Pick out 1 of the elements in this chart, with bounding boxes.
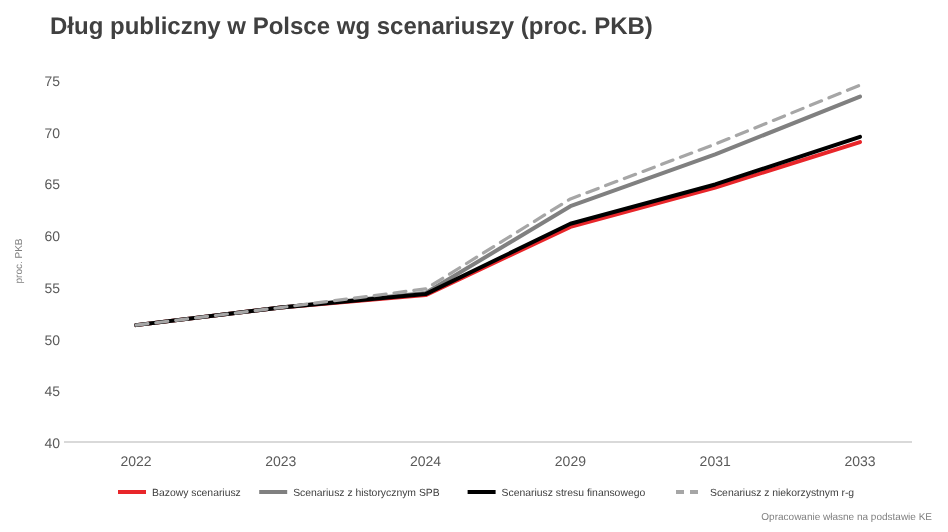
chart-title: Dług publiczny w Polsce wg scenariuszy (proc. PKB): [50, 12, 653, 40]
